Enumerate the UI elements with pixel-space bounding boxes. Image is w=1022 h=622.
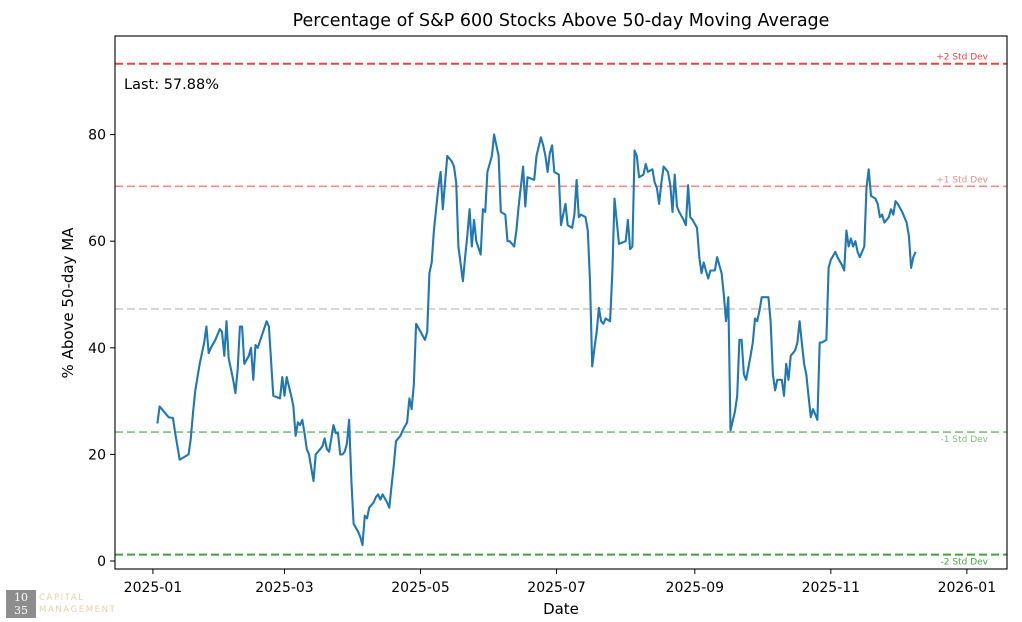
x-tick-label: 2025-09 bbox=[666, 580, 725, 596]
y-tick-label: 80 bbox=[88, 128, 106, 144]
y-tick-label: 0 bbox=[97, 554, 106, 570]
annotation-last-value: Last: 57.88% bbox=[124, 77, 219, 93]
logo-word-management: MANAGEMENT bbox=[39, 605, 117, 615]
logo-word-capital: CAPITAL bbox=[39, 593, 85, 603]
chart-title: Percentage of S&P 600 Stocks Above 50-da… bbox=[293, 11, 830, 31]
logo-number-bottom: 35 bbox=[14, 604, 28, 617]
x-axis-label: Date bbox=[543, 600, 579, 618]
y-tick-label: 20 bbox=[88, 447, 106, 463]
company-logo: 10 35 CAPITAL MANAGEMENT bbox=[6, 590, 116, 618]
plus-1-std-label: +1 Std Dev bbox=[936, 175, 988, 185]
x-tick-label: 2026-01 bbox=[938, 580, 997, 596]
plus-2-std-label: +2 Std Dev bbox=[936, 53, 988, 63]
minus-2-std-label: -2 Std Dev bbox=[941, 558, 989, 568]
series-line-0 bbox=[156, 133, 917, 547]
y-axis-label: % Above 50-day MA bbox=[59, 227, 77, 379]
x-tick-label: 2025-07 bbox=[527, 580, 586, 596]
minus-1-std-label: -1 Std Dev bbox=[941, 435, 989, 445]
logo-wordmark: CAPITAL MANAGEMENT bbox=[39, 592, 116, 616]
y-tick-label: 40 bbox=[88, 341, 106, 357]
x-tick-label: 2025-05 bbox=[391, 580, 450, 596]
x-tick-label: 2025-01 bbox=[124, 580, 183, 596]
x-tick-label: 2025-03 bbox=[255, 580, 314, 596]
logo-number-top: 10 bbox=[14, 591, 28, 604]
x-tick-label: 2025-11 bbox=[802, 580, 861, 596]
plot-frame bbox=[114, 35, 1008, 570]
y-tick-label: 60 bbox=[88, 234, 106, 250]
logo-mark: 10 35 bbox=[6, 590, 36, 618]
